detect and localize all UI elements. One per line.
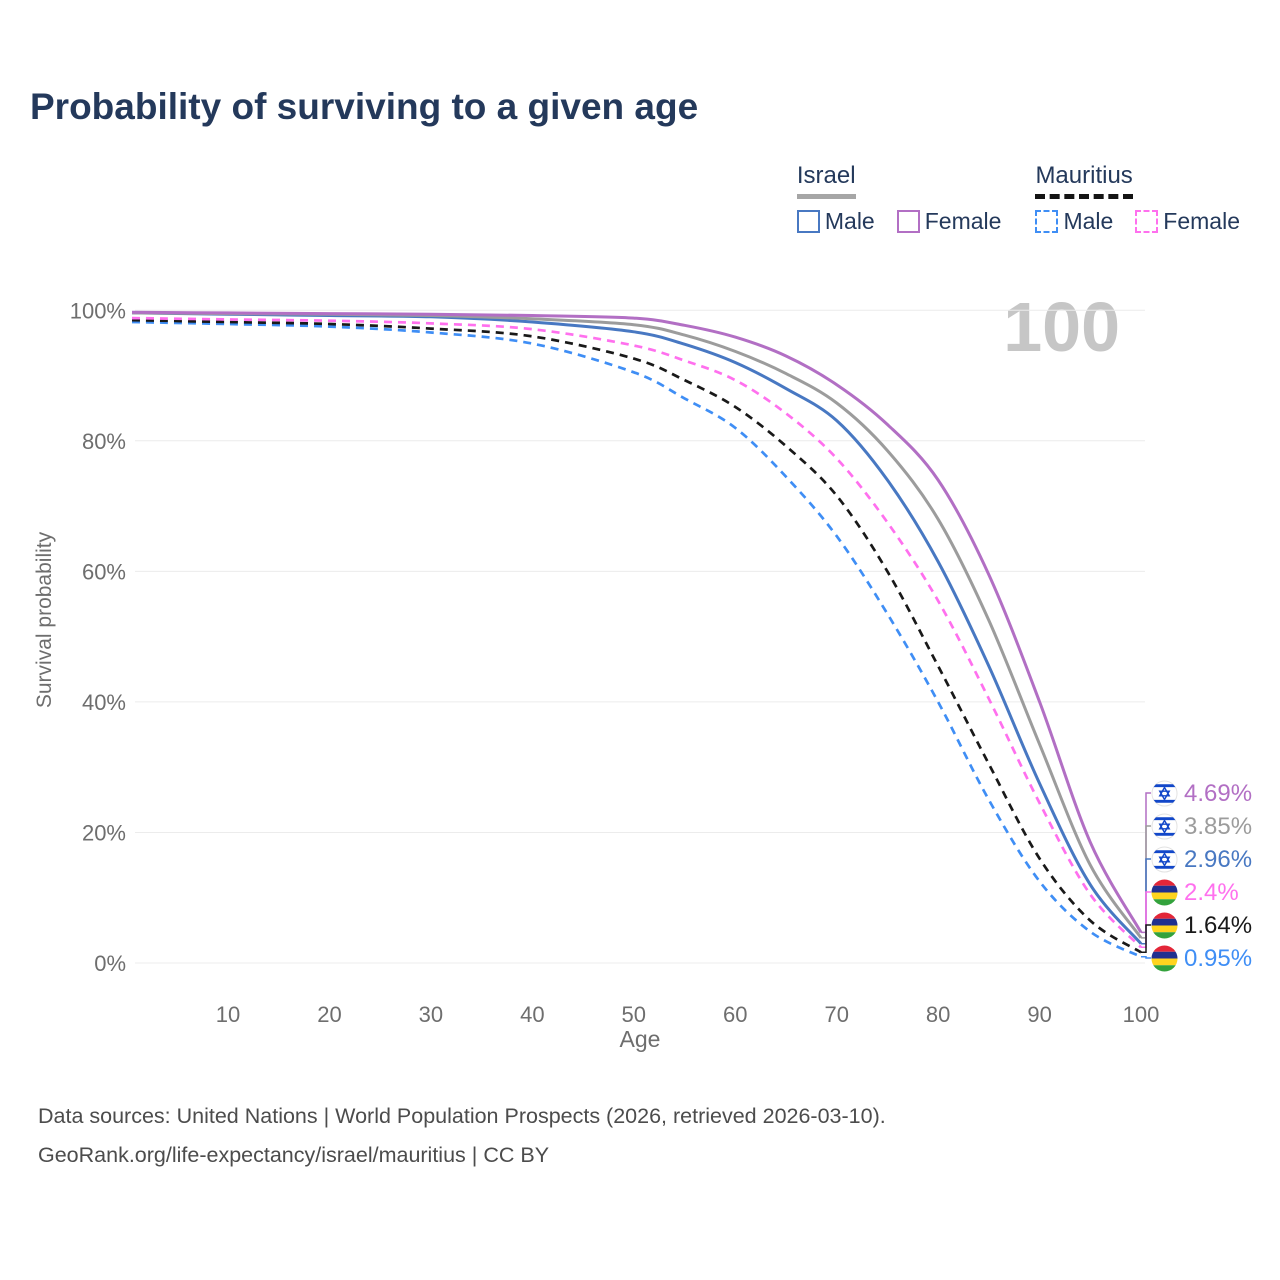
israel-flag-icon xyxy=(1151,780,1178,807)
legend-items-israel: Male Female xyxy=(796,208,1002,235)
end-label-value: 3.85% xyxy=(1184,812,1253,840)
y-tick-label: 80% xyxy=(82,429,126,454)
hover-age-watermark: 100 xyxy=(1003,288,1120,366)
end-label-mauritius-both: 1.64% xyxy=(1151,909,1252,942)
legend-group-mauritius: Mauritius Male Female xyxy=(1035,162,1240,235)
footer-data-sources: Data sources: United Nations | World Pop… xyxy=(38,1104,886,1128)
end-label-value: 4.69% xyxy=(1184,779,1253,807)
footer-attribution: GeoRank.org/life-expectancy/israel/mauri… xyxy=(38,1143,550,1167)
page-title: Probability of surviving to a given age xyxy=(30,86,699,127)
israel-flag-icon xyxy=(1151,813,1178,840)
mauritius-flag-icon xyxy=(1151,945,1178,972)
curve-mauritius-male[interactable] xyxy=(131,320,1142,959)
end-label-connector-mauritius-male xyxy=(1141,956,1151,959)
curve-israel-female[interactable] xyxy=(131,310,1143,934)
y-tick-label: 0% xyxy=(94,951,126,976)
y-tick-label: 60% xyxy=(82,559,126,584)
curve-israel-male[interactable] xyxy=(131,311,1143,945)
legend-item-mauritius-male[interactable]: Male xyxy=(1035,208,1113,235)
y-axis-title: Survival probability xyxy=(33,531,56,709)
y-tick-label: 20% xyxy=(82,821,126,846)
end-label-value: 1.64% xyxy=(1184,911,1253,939)
x-tick-label: 20 xyxy=(317,1002,341,1027)
x-tick-label: 60 xyxy=(723,1002,747,1027)
end-label-value: 2.96% xyxy=(1184,845,1253,873)
end-label-connector-mauritius-both xyxy=(1141,924,1151,954)
legend-item-label: Male xyxy=(1063,208,1114,234)
curve-israel-both[interactable] xyxy=(131,311,1143,939)
israel-flag-icon xyxy=(1151,846,1178,873)
legend-heading-mauritius[interactable]: Mauritius xyxy=(1035,162,1133,199)
y-tick-label: 40% xyxy=(82,690,126,715)
legend-heading-israel[interactable]: Israel xyxy=(796,162,856,199)
x-tick-label: 70 xyxy=(824,1002,848,1027)
footer: Data sources: United Nations | World Pop… xyxy=(38,1097,886,1175)
mauritius-flag-icon xyxy=(1151,912,1178,939)
legend-item-israel-male[interactable]: Male xyxy=(796,208,875,235)
x-tick-label: 30 xyxy=(419,1002,443,1027)
series-end-labels: 4.69% 3.85% 2.96% 2.4% 1.64% 0.95% xyxy=(1151,777,1252,975)
legend-item-label: Male xyxy=(824,208,875,234)
legend-item-mauritius-female[interactable]: Female xyxy=(1135,208,1240,235)
curve-mauritius-both[interactable] xyxy=(131,318,1142,954)
x-tick-label: 40 xyxy=(520,1002,544,1027)
end-label-mauritius-female: 2.4% xyxy=(1151,876,1252,909)
end-label-value: 2.4% xyxy=(1184,878,1239,906)
end-label-mauritius-male: 0.95% xyxy=(1151,942,1252,975)
legend-items-mauritius: Male Female xyxy=(1035,208,1240,235)
end-label-israel-both: 3.85% xyxy=(1151,810,1252,843)
x-tick-label: 10 xyxy=(216,1002,240,1027)
legend-item-label: Female xyxy=(1163,208,1240,234)
israel-female-swatch-icon xyxy=(896,210,920,233)
x-tick-label: 90 xyxy=(1027,1002,1051,1027)
end-label-israel-female: 4.69% xyxy=(1151,777,1252,810)
mauritius-flag-icon xyxy=(1151,879,1178,906)
israel-male-swatch-icon xyxy=(796,210,820,233)
curve-mauritius-female[interactable] xyxy=(131,316,1142,949)
mauritius-female-swatch-icon xyxy=(1135,210,1159,233)
end-label-connector-mauritius-female xyxy=(1141,891,1151,949)
end-label-value: 0.95% xyxy=(1184,944,1253,972)
legend: Israel Male Female Mauritius Male xyxy=(796,162,1240,235)
x-axis-title: Age xyxy=(619,1026,661,1052)
legend-item-label: Female xyxy=(924,208,1002,234)
x-tick-label: 100 xyxy=(1123,1002,1160,1027)
y-tick-label: 100% xyxy=(70,298,126,323)
x-tick-label: 80 xyxy=(926,1002,950,1027)
x-tick-label: 50 xyxy=(622,1002,646,1027)
mauritius-male-swatch-icon xyxy=(1035,210,1059,233)
end-label-israel-male: 2.96% xyxy=(1151,843,1252,876)
legend-item-israel-female[interactable]: Female xyxy=(896,208,1002,235)
legend-group-israel: Israel Male Female xyxy=(796,162,1002,235)
